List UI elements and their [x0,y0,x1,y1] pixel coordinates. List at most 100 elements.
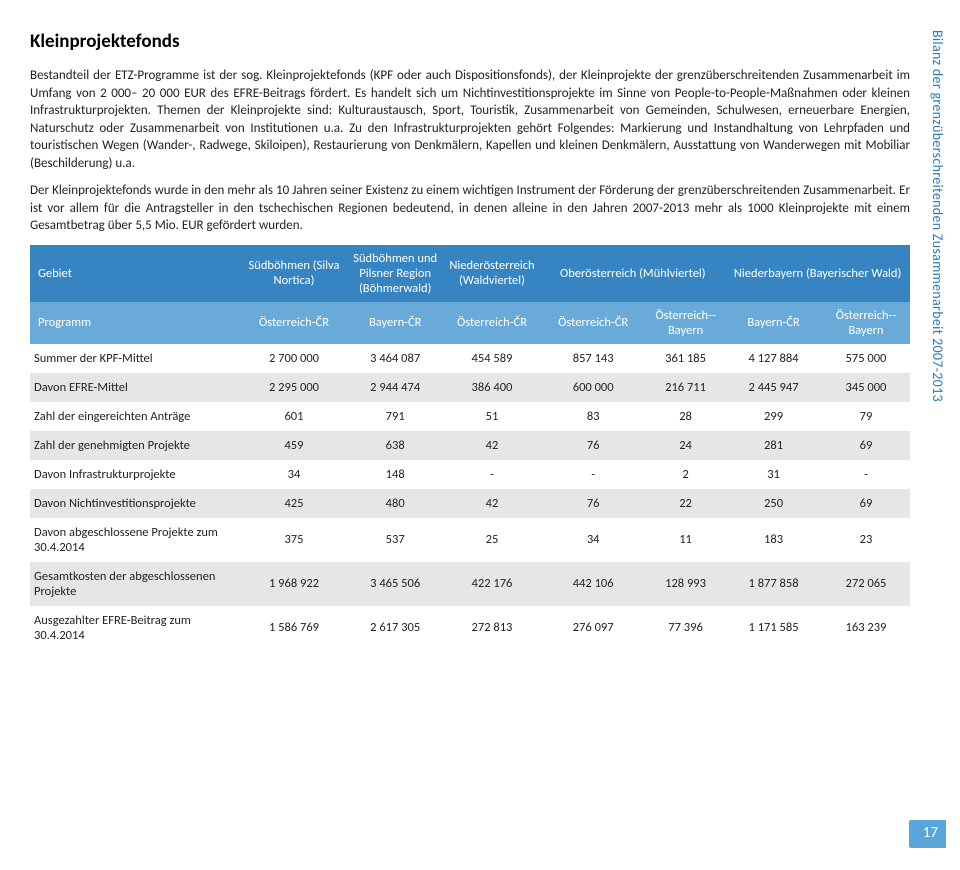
table-header-row-regions: Gebiet Südböhmen (Silva Nortica) Südböhm… [30,245,910,302]
cell-value: 42 [444,431,541,460]
cell-value: 537 [347,518,444,562]
cell-value: 250 [725,489,822,518]
cell-value: 11 [646,518,725,562]
cell-value: 454 589 [444,344,541,373]
th-prog-5: Österreich--Bayern [646,302,725,344]
th-prog-2: Bayern-ČR [347,302,444,344]
table-row: Davon abgeschlossene Projekte zum 30.4.2… [30,518,910,562]
cell-value: 2 295 000 [241,373,347,402]
table-row: Summer der KPF-Mittel2 700 0003 464 0874… [30,344,910,373]
table-header-row-programm: Programm Österreich-ČR Bayern-ČR Österre… [30,302,910,344]
table-row: Gesamtkosten der abgeschlossenen Projekt… [30,562,910,606]
th-prog-7: Österreich--Bayern [822,302,910,344]
cell-value: 79 [822,402,910,431]
cell-value: 281 [725,431,822,460]
th-prog-4: Österreich-ČR [540,302,646,344]
cell-value: 2 617 305 [347,606,444,650]
cell-value: 422 176 [444,562,541,606]
page-number: 17 [909,820,946,848]
row-label: Davon EFRE-Mittel [30,373,241,402]
funding-table: Gebiet Südböhmen (Silva Nortica) Südböhm… [30,245,910,650]
intro-paragraph-2: Der Kleinprojektefonds wurde in den mehr… [30,182,910,235]
cell-value: 34 [540,518,646,562]
th-prog-6: Bayern-ČR [725,302,822,344]
cell-value: 148 [347,460,444,489]
cell-value: 638 [347,431,444,460]
table-body: Summer der KPF-Mittel2 700 0003 464 0874… [30,344,910,650]
cell-value: 272 813 [444,606,541,650]
th-programm: Programm [30,302,241,344]
cell-value: 2 445 947 [725,373,822,402]
cell-value: 601 [241,402,347,431]
cell-value: 51 [444,402,541,431]
th-niederoesterreich: Niederösterreich (Waldviertel) [444,245,541,302]
cell-value: 25 [444,518,541,562]
cell-value: 22 [646,489,725,518]
intro-paragraph-1: Bestandteil der ETZ-Programme ist der so… [30,67,910,172]
cell-value: 361 185 [646,344,725,373]
th-gebiet: Gebiet [30,245,241,302]
cell-value: 1 968 922 [241,562,347,606]
cell-value: 272 065 [822,562,910,606]
th-prog-1: Österreich-ČR [241,302,347,344]
cell-value: - [822,460,910,489]
cell-value: 23 [822,518,910,562]
cell-value: 216 711 [646,373,725,402]
cell-value: 459 [241,431,347,460]
cell-value: 425 [241,489,347,518]
cell-value: 42 [444,489,541,518]
cell-value: 386 400 [444,373,541,402]
cell-value: 3 464 087 [347,344,444,373]
cell-value: 1 586 769 [241,606,347,650]
table-row: Zahl der genehmigten Projekte45963842762… [30,431,910,460]
row-label: Davon Nichtinvestitionsprojekte [30,489,241,518]
th-niederbayern: Niederbayern (Bayerischer Wald) [725,245,910,302]
table-row: Ausgezahlter EFRE-Beitrag zum 30.4.20141… [30,606,910,650]
th-prog-3: Österreich-ČR [444,302,541,344]
cell-value: 3 465 506 [347,562,444,606]
cell-value: 1 877 858 [725,562,822,606]
cell-value: 345 000 [822,373,910,402]
cell-value: 857 143 [540,344,646,373]
table-row: Davon Infrastrukturprojekte34148--231- [30,460,910,489]
cell-value: 791 [347,402,444,431]
table-row: Davon Nichtinvestitionsprojekte425480427… [30,489,910,518]
th-suedboehmen-pilsner: Südböhmen und Pilsner Region (Böhmerwald… [347,245,444,302]
table-row: Davon EFRE-Mittel2 295 0002 944 474386 4… [30,373,910,402]
cell-value: 375 [241,518,347,562]
th-oberoesterreich: Oberösterreich (Mühlviertel) [540,245,725,302]
cell-value: 76 [540,489,646,518]
cell-value: 69 [822,431,910,460]
cell-value: 600 000 [540,373,646,402]
cell-value: 480 [347,489,444,518]
cell-value: 2 700 000 [241,344,347,373]
cell-value: 442 106 [540,562,646,606]
side-title: Bilanz der grenzüberschreitenden Zusamme… [929,30,946,402]
cell-value: 34 [241,460,347,489]
cell-value: 163 239 [822,606,910,650]
th-suedboehmen-silva: Südböhmen (Silva Nortica) [241,245,347,302]
page-title: Kleinprojektefonds [30,30,910,53]
cell-value: 299 [725,402,822,431]
cell-value: 128 993 [646,562,725,606]
row-label: Zahl der genehmigten Projekte [30,431,241,460]
cell-value: 77 396 [646,606,725,650]
cell-value: 24 [646,431,725,460]
cell-value: 1 171 585 [725,606,822,650]
cell-value: 2 [646,460,725,489]
cell-value: 4 127 884 [725,344,822,373]
cell-value: 2 944 474 [347,373,444,402]
cell-value: 183 [725,518,822,562]
row-label: Gesamtkosten der abgeschlossenen Projekt… [30,562,241,606]
row-label: Zahl der eingereichten Anträge [30,402,241,431]
cell-value: 575 000 [822,344,910,373]
cell-value: - [444,460,541,489]
row-label: Davon abgeschlossene Projekte zum 30.4.2… [30,518,241,562]
cell-value: 76 [540,431,646,460]
cell-value: 28 [646,402,725,431]
cell-value: 31 [725,460,822,489]
table-row: Zahl der eingereichten Anträge6017915183… [30,402,910,431]
row-label: Ausgezahlter EFRE-Beitrag zum 30.4.2014 [30,606,241,650]
cell-value: 276 097 [540,606,646,650]
cell-value: 69 [822,489,910,518]
